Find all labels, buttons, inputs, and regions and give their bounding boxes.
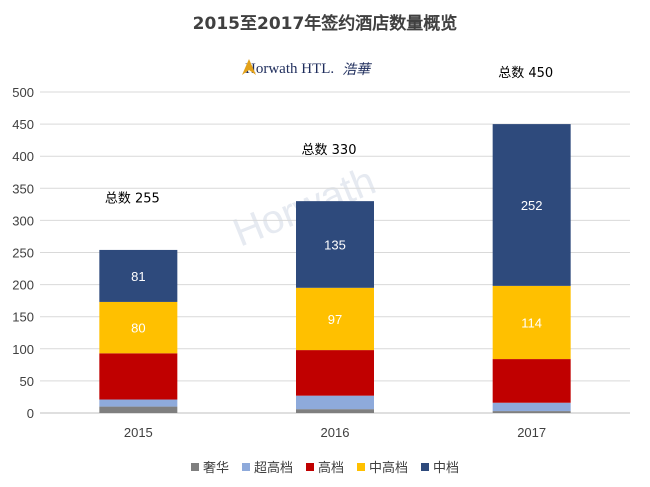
- legend-label: 超高档: [253, 461, 293, 476]
- x-tick-label: 2017: [517, 425, 546, 440]
- y-tick-label: 300: [12, 213, 34, 228]
- bar-segment-奢华: [99, 406, 178, 413]
- chart-title: 2015至2017年签约酒店数量概览: [192, 14, 458, 34]
- logo-mark-icon: [242, 59, 256, 75]
- y-tick-label: 450: [12, 117, 34, 132]
- y-tick-label: 150: [12, 310, 34, 325]
- bar-segment-中档: [296, 201, 374, 288]
- data-label: 97: [328, 312, 342, 327]
- bar-segment-高档: [492, 359, 571, 403]
- legend-item: 中高档: [357, 457, 408, 476]
- bar-segment-中高档: [492, 285, 571, 360]
- x-tick-label: 2015: [124, 425, 153, 440]
- bar-segment-中高档: [99, 301, 178, 354]
- y-tick-label: 100: [12, 342, 34, 357]
- bar-segment-奢华: [492, 411, 571, 413]
- legend-item: 高档: [305, 457, 344, 476]
- y-tick-label: 200: [12, 278, 34, 293]
- total-label: 总数 330: [302, 143, 357, 158]
- data-label: 252: [521, 198, 543, 213]
- bar-segment-超高档: [99, 399, 178, 407]
- data-label: 81: [131, 269, 145, 284]
- legend-swatch: [190, 462, 199, 471]
- logo-brand-cn: 浩華: [342, 62, 371, 78]
- legend: 奢华 超高档 高档 中高档 中档: [0, 457, 650, 476]
- legend-item: 奢华: [190, 457, 229, 476]
- total-label: 总数 450: [498, 66, 553, 81]
- bar-segment-奢华: [296, 409, 374, 413]
- bar-segment-超高档: [492, 402, 571, 412]
- bar-segment-中高档: [296, 287, 374, 351]
- bar-segment-高档: [99, 353, 178, 400]
- legend-swatch: [305, 462, 314, 471]
- y-tick-label: 500: [12, 85, 34, 100]
- legend-label: 中档: [433, 461, 460, 476]
- legend-label: 奢华: [202, 461, 229, 476]
- legend-item: 超高档: [241, 457, 293, 476]
- data-label: 114: [521, 315, 542, 330]
- y-tick-label: 50: [20, 374, 34, 389]
- y-tick-label: 400: [12, 149, 34, 164]
- total-label: 总数 255: [105, 191, 160, 206]
- data-label: 80: [131, 321, 145, 336]
- logo-brand-text: Horwath HTL.: [245, 60, 335, 77]
- legend-label: 中高档: [369, 461, 409, 476]
- data-label: 135: [324, 237, 346, 252]
- bar-segment-超高档: [296, 395, 374, 410]
- y-tick-label: 0: [27, 406, 34, 421]
- bar-segment-中档: [492, 124, 571, 286]
- y-tick-label: 250: [12, 246, 34, 261]
- y-tick-label: 350: [12, 181, 34, 196]
- horwath-logo: Horwath HTL. 浩華: [240, 58, 370, 80]
- legend-swatch: [357, 462, 365, 471]
- legend-swatch: [421, 462, 430, 471]
- legend-label: 高档: [317, 461, 344, 476]
- legend-swatch: [241, 462, 250, 471]
- legend-item: 中档: [421, 457, 459, 476]
- bar-segment-高档: [296, 350, 374, 396]
- bar-segment-中档: [99, 249, 178, 302]
- x-tick-label: 2016: [321, 425, 350, 440]
